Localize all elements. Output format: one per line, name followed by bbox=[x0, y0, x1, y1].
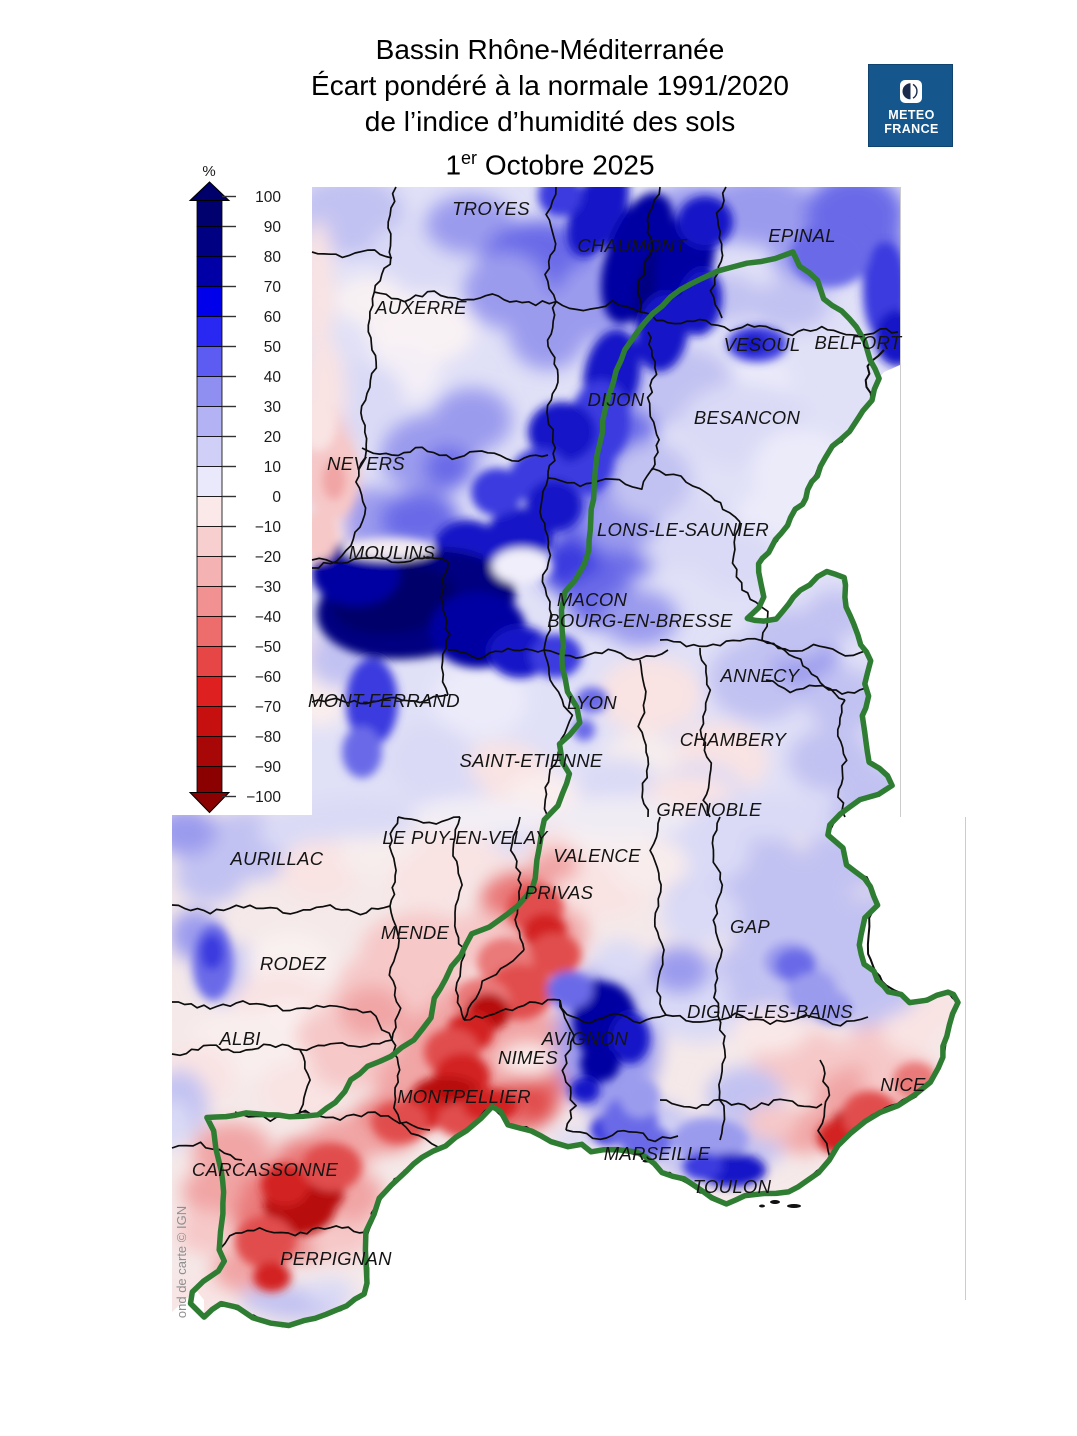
svg-text:NEVERS: NEVERS bbox=[327, 453, 405, 474]
svg-text:90: 90 bbox=[264, 219, 282, 236]
svg-text:MENDE: MENDE bbox=[381, 922, 450, 943]
svg-text:NICE: NICE bbox=[880, 1074, 926, 1095]
svg-text:ond de carte © IGN: ond de carte © IGN bbox=[174, 1206, 189, 1318]
svg-text:DIJON: DIJON bbox=[588, 389, 645, 410]
svg-text:VALENCE: VALENCE bbox=[553, 845, 641, 866]
svg-text:DIGNE-LES-BAINS: DIGNE-LES-BAINS bbox=[687, 1001, 853, 1022]
svg-text:LONS-LE-SAUNIER: LONS-LE-SAUNIER bbox=[597, 519, 769, 540]
svg-text:10: 10 bbox=[264, 459, 282, 476]
svg-text:−60: −60 bbox=[255, 669, 282, 686]
svg-text:MONT-FERRAND: MONT-FERRAND bbox=[308, 690, 460, 711]
svg-text:50: 50 bbox=[264, 339, 282, 356]
svg-text:SAINT-ETIENNE: SAINT-ETIENNE bbox=[459, 750, 602, 771]
svg-text:MONTPELLIER: MONTPELLIER bbox=[397, 1086, 531, 1107]
svg-text:MOULINS: MOULINS bbox=[349, 542, 436, 563]
svg-text:−90: −90 bbox=[255, 759, 282, 776]
svg-text:TROYES: TROYES bbox=[452, 198, 530, 219]
svg-text:30: 30 bbox=[264, 399, 282, 416]
svg-text:BESANCON: BESANCON bbox=[694, 407, 801, 428]
svg-text:−70: −70 bbox=[255, 699, 282, 716]
svg-text:CHAMBERY: CHAMBERY bbox=[680, 729, 788, 750]
svg-text:TOULON: TOULON bbox=[693, 1176, 772, 1197]
svg-text:40: 40 bbox=[264, 369, 282, 386]
svg-text:−50: −50 bbox=[255, 639, 282, 656]
svg-text:100: 100 bbox=[255, 189, 281, 206]
svg-text:AVIGNON: AVIGNON bbox=[541, 1028, 629, 1049]
svg-text:VESOUL: VESOUL bbox=[724, 334, 801, 355]
svg-text:70: 70 bbox=[264, 279, 282, 296]
svg-text:ANNECY: ANNECY bbox=[720, 665, 801, 686]
svg-text:GRENOBLE: GRENOBLE bbox=[656, 799, 762, 820]
svg-text:80: 80 bbox=[264, 249, 282, 266]
svg-text:BELFORT: BELFORT bbox=[814, 332, 902, 353]
svg-text:RODEZ: RODEZ bbox=[260, 953, 327, 974]
svg-text:−20: −20 bbox=[255, 549, 282, 566]
svg-text:PRIVAS: PRIVAS bbox=[525, 882, 594, 903]
svg-text:BOURG-EN-BRESSE: BOURG-EN-BRESSE bbox=[547, 610, 733, 631]
svg-text:GAP: GAP bbox=[730, 916, 770, 937]
svg-text:%: % bbox=[202, 163, 215, 180]
svg-text:−10: −10 bbox=[255, 519, 282, 536]
svg-text:−40: −40 bbox=[255, 609, 282, 626]
svg-text:−100: −100 bbox=[246, 789, 281, 806]
svg-text:CHAUMONT: CHAUMONT bbox=[577, 235, 688, 256]
svg-text:PERPIGNAN: PERPIGNAN bbox=[280, 1248, 392, 1269]
svg-text:EPINAL: EPINAL bbox=[768, 225, 836, 246]
svg-text:0: 0 bbox=[272, 489, 281, 506]
svg-text:AUXERRE: AUXERRE bbox=[374, 297, 467, 318]
svg-text:NIMES: NIMES bbox=[498, 1047, 558, 1068]
svg-text:−30: −30 bbox=[255, 579, 282, 596]
svg-text:20: 20 bbox=[264, 429, 282, 446]
svg-text:MARSEILLE: MARSEILLE bbox=[604, 1143, 711, 1164]
svg-text:AURILLAC: AURILLAC bbox=[230, 848, 324, 869]
svg-text:ALBI: ALBI bbox=[218, 1028, 260, 1049]
svg-text:60: 60 bbox=[264, 309, 282, 326]
svg-text:LE PUY-EN-VELAY: LE PUY-EN-VELAY bbox=[382, 827, 549, 848]
svg-text:CARCASSONNE: CARCASSONNE bbox=[192, 1159, 339, 1180]
svg-text:MACON: MACON bbox=[557, 589, 628, 610]
svg-text:LYON: LYON bbox=[567, 692, 617, 713]
svg-text:−80: −80 bbox=[255, 729, 282, 746]
